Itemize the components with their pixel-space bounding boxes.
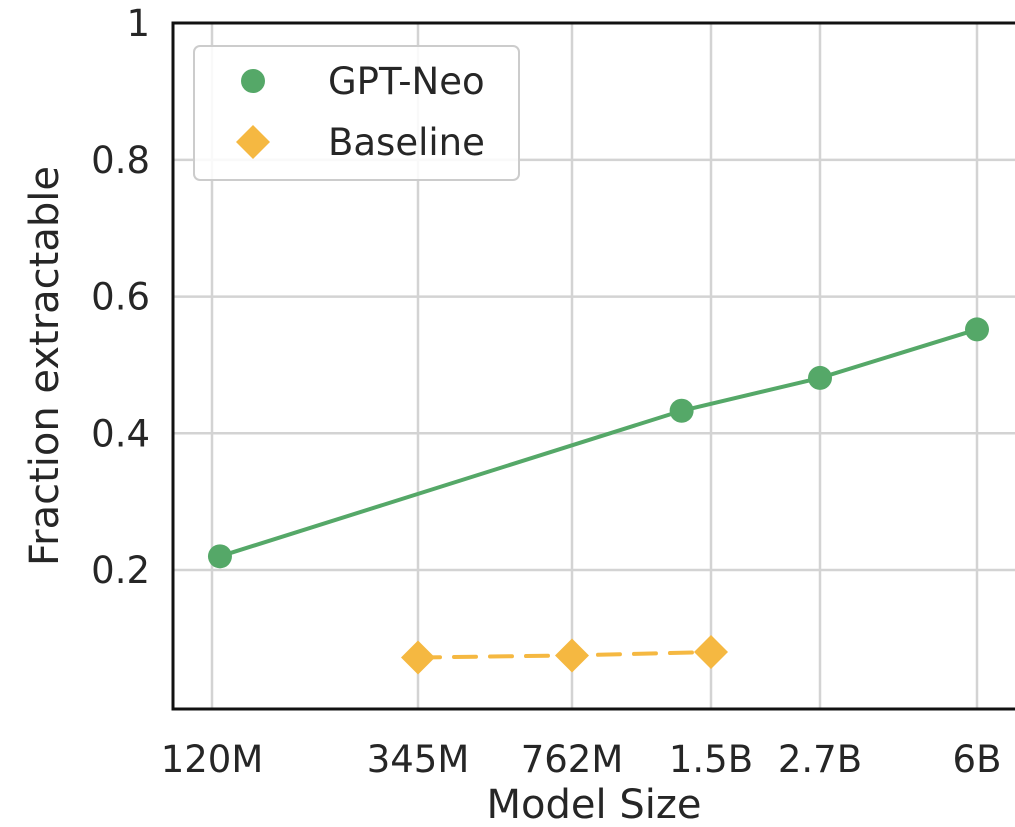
series-line-gpt-neo xyxy=(217,327,979,559)
data-point-gpt-neo[interactable] xyxy=(669,398,694,423)
x-tick-label: 762M xyxy=(521,738,624,781)
legend-label-baseline: Baseline xyxy=(328,121,485,164)
x-tick-label: 2.7B xyxy=(778,738,862,781)
y-axis-title: Fraction extractable xyxy=(22,166,68,566)
y-axis: 0.2 0.4 0.6 0.8 1 xyxy=(91,2,150,592)
y-tick-label: 1 xyxy=(126,2,150,45)
legend[interactable]: GPT-Neo Baseline xyxy=(193,45,520,181)
legend-box xyxy=(193,45,520,181)
data-point-gpt-neo[interactable] xyxy=(808,365,832,390)
x-tick-label: 1.5B xyxy=(669,738,753,781)
data-point-baseline[interactable] xyxy=(555,638,589,673)
data-point-gpt-neo[interactable] xyxy=(207,544,232,569)
series-layer xyxy=(207,317,989,675)
y-tick-label: 0.2 xyxy=(91,549,150,592)
x-tick-label: 6B xyxy=(953,738,1002,781)
legend-marker-gpt-neo xyxy=(241,69,265,93)
y-tick-label: 0.4 xyxy=(91,412,150,455)
data-point-baseline[interactable] xyxy=(401,640,435,675)
legend-label-gpt-neo: GPT-Neo xyxy=(328,60,485,103)
x-tick-label: 345M xyxy=(367,738,470,781)
plot-frame xyxy=(171,21,1015,711)
y-tick-label: 0.8 xyxy=(91,139,150,182)
x-tick-label: 120M xyxy=(161,738,264,781)
y-tick-label: 0.6 xyxy=(91,276,150,319)
data-point-baseline[interactable] xyxy=(694,635,728,670)
x-axis-title: Model Size xyxy=(487,782,702,827)
x-axis: 120M 345M 762M 1.5B 2.7B 6B xyxy=(161,738,1002,781)
data-point-gpt-neo[interactable] xyxy=(965,317,989,342)
legend-marker-baseline xyxy=(236,125,270,159)
